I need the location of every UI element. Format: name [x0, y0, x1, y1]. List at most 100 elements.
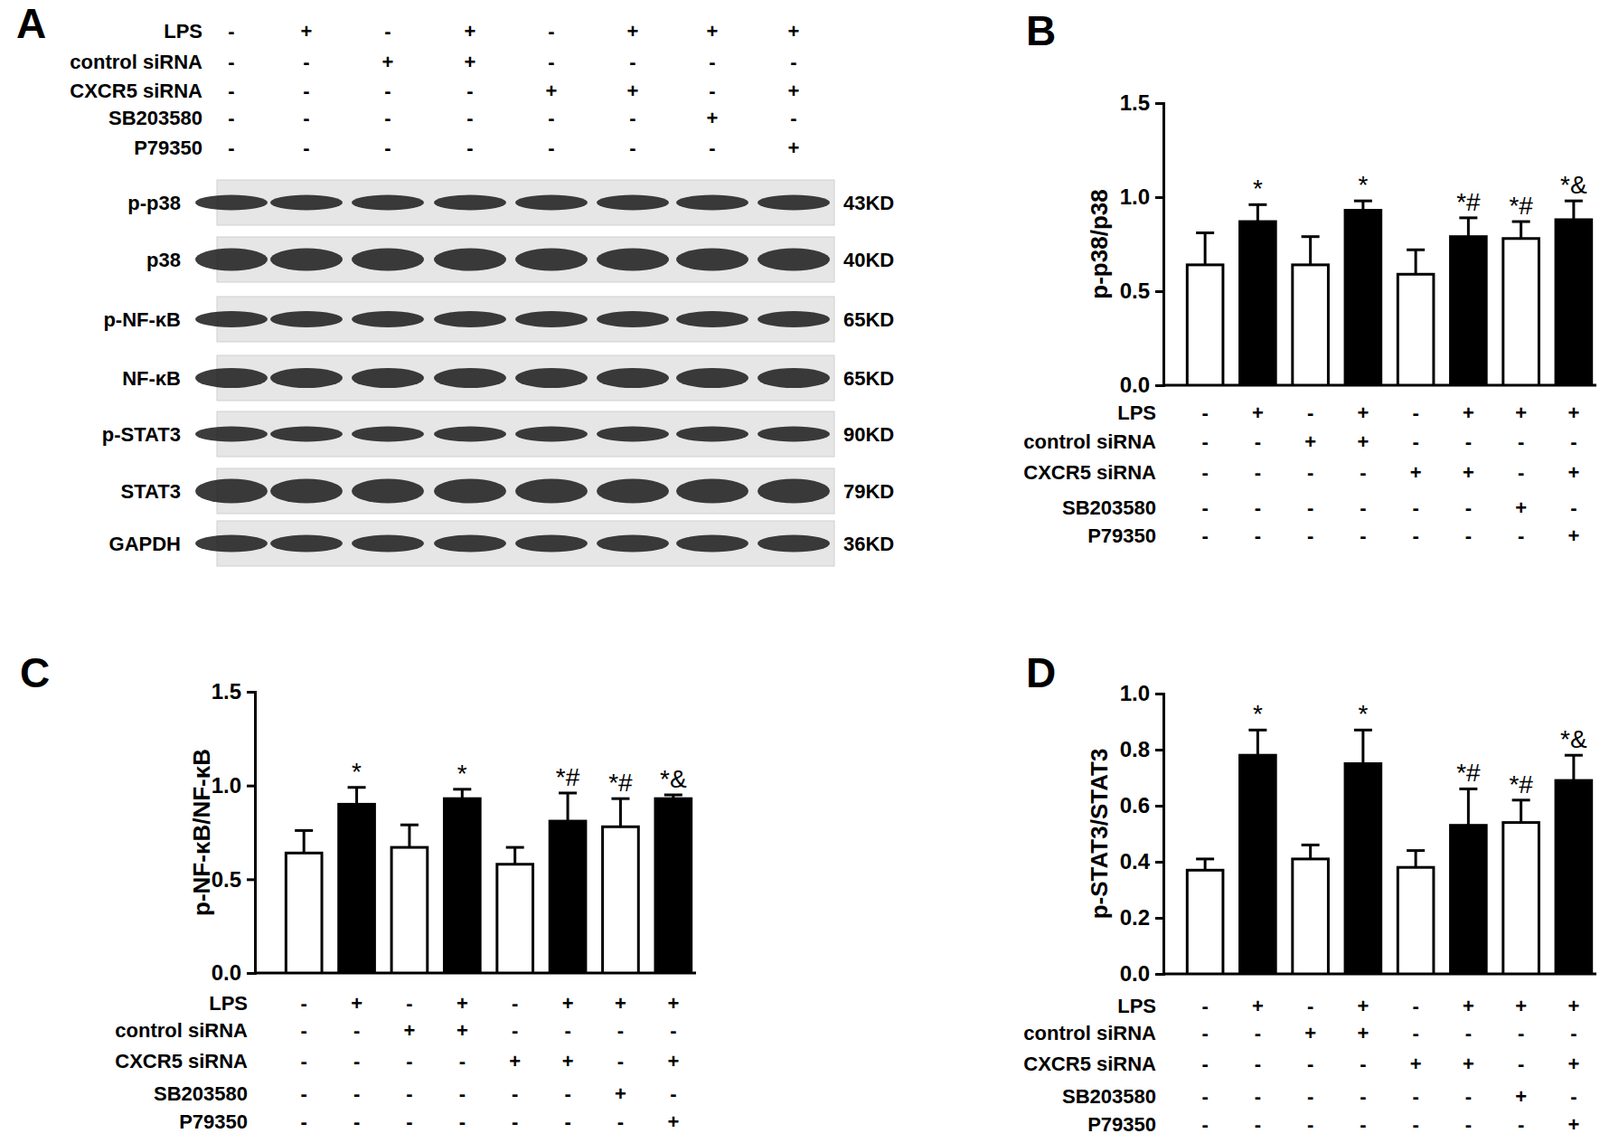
- significance-label: *: [1252, 699, 1263, 728]
- error-cap: [1195, 856, 1215, 860]
- row-label: p-NF-κB: [103, 308, 181, 331]
- y-tick-label: 0.2: [1120, 904, 1150, 930]
- treatment-sign: -: [1201, 1052, 1208, 1075]
- treatment-sign: -: [1411, 401, 1419, 424]
- significance-label: *#: [1508, 191, 1534, 220]
- row-size: 90KD: [843, 423, 895, 446]
- panel-a: ALPS-+-+-+++control siRNA--++----CXCR5 s…: [16, 0, 895, 566]
- y-axis: 0.00.20.40.60.81.0: [1120, 680, 1165, 986]
- treatment-label: CXCR5 siRNA: [114, 1049, 248, 1073]
- error-cap: [348, 785, 367, 789]
- treatment-sign: +: [464, 19, 477, 43]
- blot-band: [433, 248, 507, 272]
- y-tick-label: 0.0: [1120, 372, 1150, 397]
- y-axis: 0.00.51.01.5: [211, 678, 256, 985]
- treatment-sign: -: [790, 106, 797, 130]
- treatment-sign: -: [1411, 1021, 1419, 1045]
- treatment-sign: +: [545, 79, 558, 103]
- treatment-sign: -: [1359, 461, 1366, 484]
- blot-band: [515, 367, 588, 388]
- error-bar: [302, 829, 306, 853]
- y-tick: 0.5: [1120, 278, 1164, 303]
- treatment-sign: -: [302, 79, 310, 103]
- panel-letter: D: [1025, 649, 1056, 697]
- treatment-sign: -: [1359, 1112, 1366, 1136]
- treatment-sign: -: [1307, 1084, 1314, 1108]
- treatment-sign: +: [382, 50, 395, 74]
- treatment-sign: -: [227, 50, 235, 74]
- blot-band: [351, 367, 424, 388]
- blot-band: [676, 367, 749, 388]
- treatment-sign: -: [1411, 430, 1419, 453]
- treatment-sign: -: [1517, 524, 1525, 547]
- blot-band: [596, 248, 669, 272]
- treatment-sign: -: [547, 19, 555, 43]
- treatment-sign: -: [1307, 1052, 1314, 1075]
- treatment-sign: +: [706, 19, 719, 43]
- treatment-sign: -: [1570, 496, 1577, 519]
- treatment-sign: +: [1567, 1052, 1580, 1075]
- treatment-sign: -: [459, 1049, 466, 1073]
- treatment-sign: -: [459, 1082, 466, 1105]
- treatment-sign: -: [1201, 524, 1208, 547]
- significance-label: *: [1357, 699, 1368, 728]
- bar: [1240, 221, 1277, 386]
- bar: [655, 798, 692, 973]
- treatment-sign: -: [708, 50, 716, 74]
- row-label: STAT3: [121, 480, 181, 503]
- row-label: GAPDH: [109, 532, 181, 556]
- y-tick-label: 1.5: [211, 678, 242, 704]
- treatment-sign: -: [708, 136, 716, 160]
- y-tick-mark: [246, 877, 255, 881]
- treatment-sign: -: [1517, 1052, 1525, 1075]
- blot-band: [195, 535, 268, 553]
- error-bar: [1308, 844, 1312, 859]
- treatment-sign: +: [667, 1110, 679, 1133]
- error-bar: [1571, 200, 1575, 220]
- row-size: 43KD: [843, 191, 895, 215]
- treatment-sign: +: [1462, 401, 1475, 424]
- blot-band: [433, 195, 507, 211]
- treatment-sign: -: [1570, 430, 1577, 453]
- treatment-sign: +: [508, 1049, 521, 1073]
- significance-label: *&: [1560, 724, 1588, 753]
- error-cap: [558, 790, 577, 794]
- bar: [391, 847, 428, 973]
- blot-strip: [216, 355, 835, 401]
- y-tick-label: 0.0: [1120, 960, 1150, 986]
- blot-band: [270, 535, 343, 553]
- treatment-sign: +: [1567, 1112, 1580, 1136]
- treatment-sign: +: [706, 106, 719, 130]
- blot-band: [195, 310, 268, 328]
- treatment-sign: +: [1515, 994, 1527, 1017]
- treatment-sign: -: [1359, 524, 1366, 547]
- treatment-sign: -: [547, 50, 555, 74]
- treatment-sign: -: [511, 991, 518, 1015]
- treatment-label: SB203580: [108, 106, 203, 130]
- treatment-sign: +: [456, 991, 469, 1015]
- y-tick-label: 1.0: [1120, 680, 1150, 706]
- treatment-sign: -: [617, 1049, 624, 1073]
- treatment-sign: +: [1515, 401, 1527, 424]
- treatment-sign: -: [1307, 496, 1314, 519]
- y-tick-label: 0.4: [1120, 848, 1151, 874]
- error-bar: [407, 824, 411, 848]
- treatment-sign: -: [1254, 496, 1262, 519]
- bar: [549, 820, 586, 973]
- error-cap: [1301, 235, 1320, 238]
- error-bar: [1308, 236, 1312, 265]
- bar: [1555, 780, 1592, 974]
- treatment-label: CXCR5 siRNA: [1023, 1052, 1157, 1075]
- treatment-sign: -: [511, 1110, 518, 1133]
- treatment-sign: -: [302, 50, 310, 74]
- significance-label: *: [457, 759, 468, 788]
- treatment-sign: -: [1517, 1112, 1525, 1136]
- error-bar: [1571, 754, 1575, 781]
- treatment-sign: -: [405, 1110, 413, 1133]
- treatment-sign: -: [1517, 430, 1525, 453]
- treatment-sign: +: [562, 991, 575, 1015]
- treatment-sign: -: [790, 50, 797, 74]
- treatment-sign: -: [564, 1110, 571, 1133]
- blot-band: [433, 535, 507, 553]
- blot-band: [757, 479, 830, 504]
